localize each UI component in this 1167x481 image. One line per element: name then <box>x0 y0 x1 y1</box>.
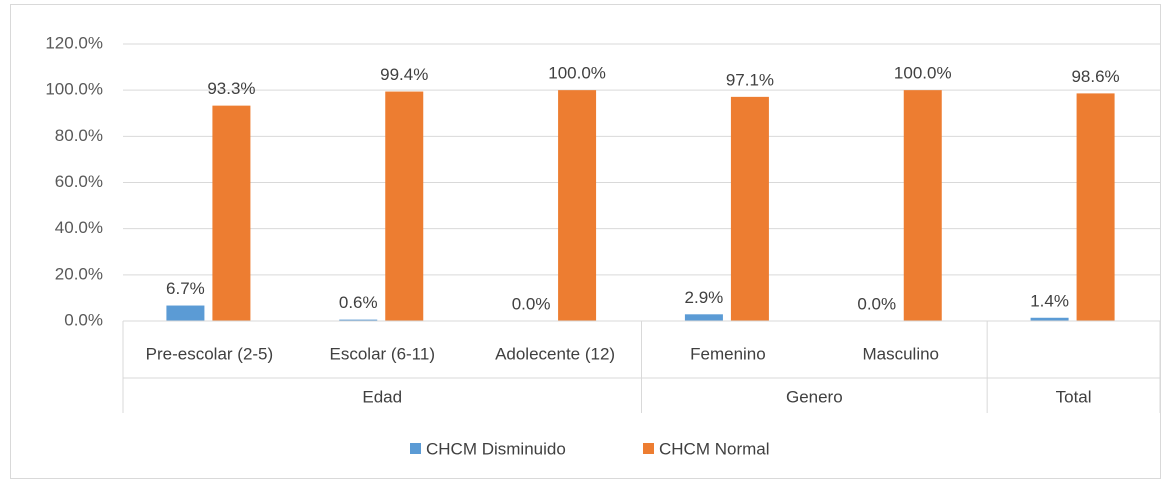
legend-swatch <box>410 443 421 454</box>
bar <box>166 305 205 321</box>
data-label: 2.9% <box>685 288 724 307</box>
bar <box>1076 93 1115 321</box>
data-label: 100.0% <box>894 64 952 83</box>
y-tick-label: 60.0% <box>55 172 103 191</box>
x-tick-label: Adolecente (12) <box>495 344 615 363</box>
data-label: 1.4% <box>1030 291 1069 310</box>
bar <box>558 90 597 322</box>
x-tick-label: Pre-escolar (2-5) <box>146 344 274 363</box>
legend-swatch <box>643 443 654 454</box>
y-tick-label: 80.0% <box>55 126 103 145</box>
data-label: 99.4% <box>380 65 428 84</box>
bar <box>212 105 251 321</box>
x-tick-label: Escolar (6-11) <box>330 344 436 363</box>
bar <box>903 90 942 322</box>
group-label: Genero <box>786 387 843 406</box>
bar <box>684 314 723 321</box>
y-tick-label: 0.0% <box>64 310 103 329</box>
data-label: 93.3% <box>207 79 255 98</box>
data-label: 98.6% <box>1071 67 1119 86</box>
y-tick-label: 40.0% <box>55 218 103 237</box>
data-label: 0.6% <box>339 293 378 312</box>
data-label: 0.0% <box>857 294 896 313</box>
legend-label: CHCM Normal <box>659 439 770 458</box>
group-label: Total <box>1056 387 1092 406</box>
x-tick-label: Masculino <box>862 344 939 363</box>
data-label: 0.0% <box>512 294 551 313</box>
bar <box>1030 317 1069 321</box>
y-tick-label: 120.0% <box>45 33 103 52</box>
bar <box>730 96 769 321</box>
x-tick-label: Femenino <box>690 344 766 363</box>
y-tick-label: 20.0% <box>55 264 103 283</box>
data-label: 97.1% <box>726 70 774 89</box>
bar <box>385 91 424 321</box>
data-label: 100.0% <box>548 64 606 83</box>
group-label: Edad <box>362 387 402 406</box>
data-label: 6.7% <box>166 279 205 298</box>
legend-label: CHCM Disminuido <box>426 439 566 458</box>
y-tick-label: 100.0% <box>45 80 103 99</box>
bar <box>339 319 378 321</box>
